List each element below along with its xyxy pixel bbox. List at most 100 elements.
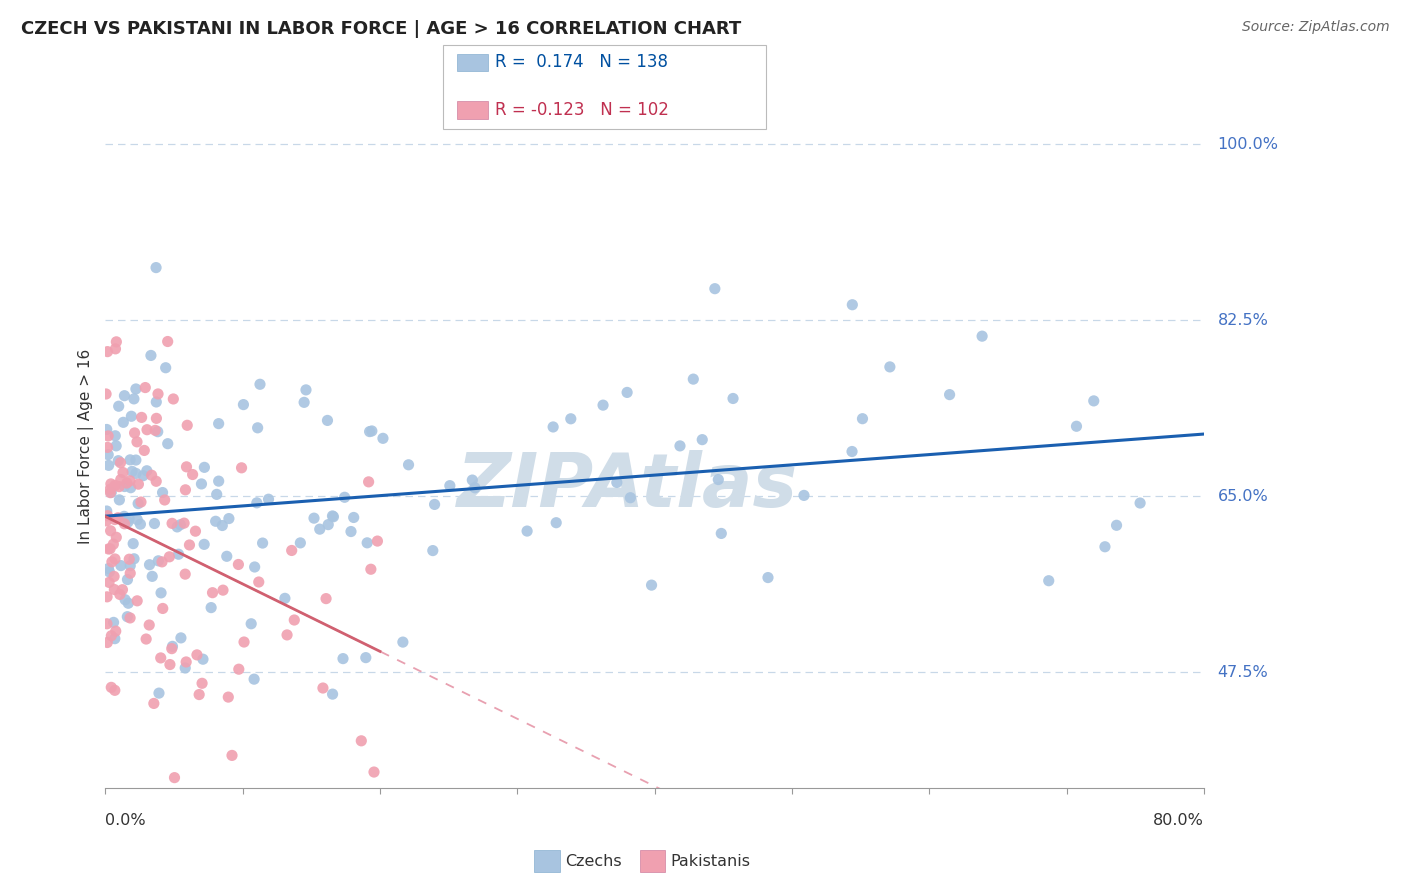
Point bbox=[938, 387, 960, 401]
Point bbox=[100, 629, 122, 643]
Point bbox=[104, 342, 127, 356]
Point bbox=[145, 260, 167, 275]
Point bbox=[669, 439, 692, 453]
Point bbox=[97, 458, 120, 473]
Point bbox=[107, 453, 129, 467]
Point bbox=[100, 485, 122, 500]
Point bbox=[176, 418, 198, 433]
Point bbox=[127, 477, 149, 491]
Point bbox=[103, 537, 125, 551]
Point bbox=[212, 583, 235, 598]
Point bbox=[103, 569, 125, 583]
Point bbox=[186, 648, 208, 662]
Point bbox=[246, 496, 269, 510]
Point bbox=[112, 415, 135, 429]
Point bbox=[143, 423, 166, 437]
Point bbox=[131, 410, 153, 425]
Point bbox=[274, 591, 297, 606]
Point bbox=[174, 483, 197, 497]
Point bbox=[156, 334, 179, 349]
Point bbox=[1083, 393, 1105, 408]
Point bbox=[312, 681, 335, 695]
Point bbox=[231, 460, 253, 475]
Point bbox=[108, 480, 131, 494]
Point bbox=[516, 524, 538, 538]
Point bbox=[159, 657, 181, 672]
Point bbox=[97, 448, 120, 462]
Point bbox=[117, 573, 139, 587]
Point bbox=[104, 429, 127, 443]
Point bbox=[105, 530, 128, 544]
Point bbox=[257, 492, 280, 507]
Point bbox=[139, 348, 162, 362]
Point bbox=[592, 398, 614, 412]
Point bbox=[228, 558, 250, 572]
Point bbox=[153, 493, 176, 508]
Point bbox=[290, 536, 312, 550]
Point bbox=[295, 383, 318, 397]
Point bbox=[120, 453, 142, 467]
Point bbox=[193, 460, 215, 475]
Point bbox=[127, 497, 149, 511]
Point bbox=[181, 467, 204, 482]
Point bbox=[972, 329, 994, 343]
Point bbox=[120, 481, 142, 495]
Text: 82.5%: 82.5% bbox=[1218, 313, 1268, 327]
Point bbox=[138, 558, 160, 572]
Point bbox=[371, 431, 394, 445]
Point bbox=[145, 411, 167, 425]
Text: Pakistanis: Pakistanis bbox=[671, 855, 751, 869]
Point bbox=[100, 681, 122, 695]
Point bbox=[105, 439, 128, 453]
Point bbox=[114, 516, 136, 531]
Point bbox=[363, 765, 385, 780]
Point bbox=[148, 554, 170, 568]
Point bbox=[232, 398, 254, 412]
Point bbox=[246, 421, 269, 435]
Point bbox=[205, 487, 228, 501]
Point bbox=[104, 552, 127, 566]
Point bbox=[208, 474, 231, 488]
Point bbox=[359, 425, 381, 439]
Point bbox=[682, 372, 704, 386]
Point bbox=[280, 543, 302, 558]
Point bbox=[96, 514, 118, 528]
Point bbox=[350, 734, 373, 748]
Point bbox=[217, 690, 239, 704]
Text: 0.0%: 0.0% bbox=[105, 813, 146, 828]
Point bbox=[114, 592, 136, 607]
Point bbox=[94, 387, 117, 401]
Point bbox=[118, 474, 141, 488]
Point bbox=[360, 424, 382, 438]
Point bbox=[606, 475, 628, 490]
Point bbox=[125, 434, 148, 449]
Point bbox=[191, 676, 214, 690]
Point bbox=[546, 516, 568, 530]
Point bbox=[100, 524, 122, 538]
Point bbox=[118, 552, 141, 566]
Point bbox=[756, 570, 779, 584]
Point bbox=[173, 516, 195, 530]
Point bbox=[276, 628, 298, 642]
Point bbox=[104, 624, 127, 639]
Point bbox=[302, 511, 325, 525]
Point bbox=[98, 483, 121, 497]
Point bbox=[392, 635, 415, 649]
Point bbox=[163, 771, 186, 785]
Point bbox=[243, 672, 266, 686]
Point bbox=[104, 632, 127, 646]
Text: 47.5%: 47.5% bbox=[1218, 665, 1268, 680]
Point bbox=[322, 687, 344, 701]
Point bbox=[129, 495, 152, 509]
Point bbox=[150, 586, 173, 600]
Point bbox=[112, 509, 135, 524]
Point bbox=[174, 655, 197, 669]
Point bbox=[142, 697, 165, 711]
Point bbox=[108, 492, 131, 507]
Point bbox=[188, 688, 211, 702]
Point bbox=[98, 575, 121, 590]
Point bbox=[149, 651, 172, 665]
Point bbox=[221, 748, 243, 763]
Point bbox=[122, 551, 145, 566]
Point bbox=[120, 611, 142, 625]
